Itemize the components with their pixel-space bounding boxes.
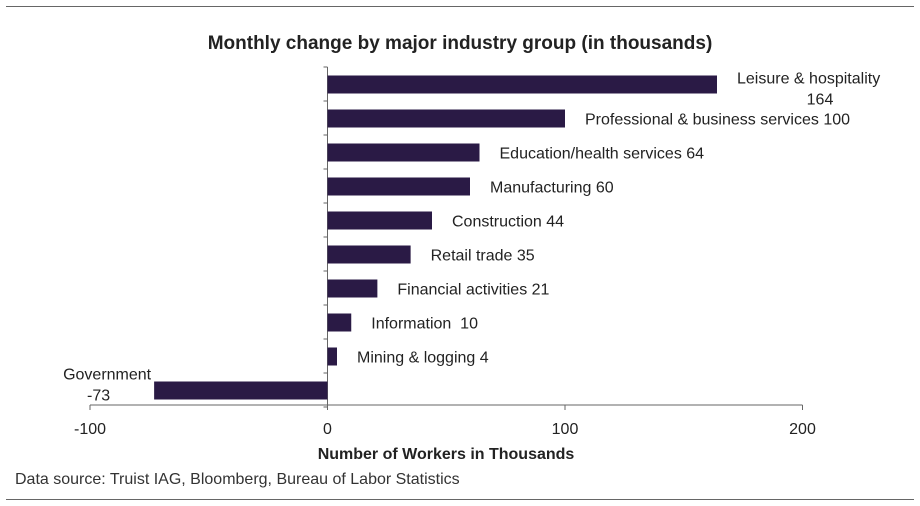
bar — [327, 245, 411, 264]
bar-data-label: Retail trade 35 — [431, 248, 535, 265]
bar-data-label: Government — [63, 367, 152, 384]
bottom-rule — [6, 499, 914, 500]
bar-data-label: Mining & logging 4 — [357, 350, 489, 367]
bar-data-label: Leisure & hospitality — [737, 71, 880, 88]
bar — [327, 143, 480, 162]
bar — [327, 177, 470, 196]
bar-data-label: Education/health services 64 — [500, 146, 705, 163]
bar-data-label: Information 10 — [371, 316, 478, 333]
top-rule — [6, 6, 914, 7]
bar — [327, 75, 717, 94]
data-source-note: Data source: Truist IAG, Bloomberg, Bure… — [15, 471, 460, 488]
bar — [327, 313, 352, 332]
bar — [327, 279, 378, 298]
x-axis-label: Number of Workers in Thousands — [317, 446, 575, 463]
bar-data-label: Financial activities 21 — [397, 282, 549, 299]
bar-data-label: Manufacturing 60 — [490, 180, 614, 197]
x-tick-label: -100 — [74, 421, 106, 438]
x-tick-label: 200 — [789, 421, 816, 438]
bar-data-value: 164 — [807, 92, 834, 109]
bar — [154, 381, 328, 400]
bar — [327, 109, 565, 128]
chart-title: Monthly change by major industry group (… — [207, 33, 713, 54]
bar — [327, 347, 337, 366]
x-tick-label: 100 — [552, 421, 579, 438]
bar-data-label: Construction 44 — [452, 214, 564, 231]
bar-data-value: -73 — [87, 388, 110, 405]
x-tick-label: 0 — [323, 421, 332, 438]
bar-data-label: Professional & business services 100 — [585, 112, 850, 129]
bar — [327, 211, 432, 230]
